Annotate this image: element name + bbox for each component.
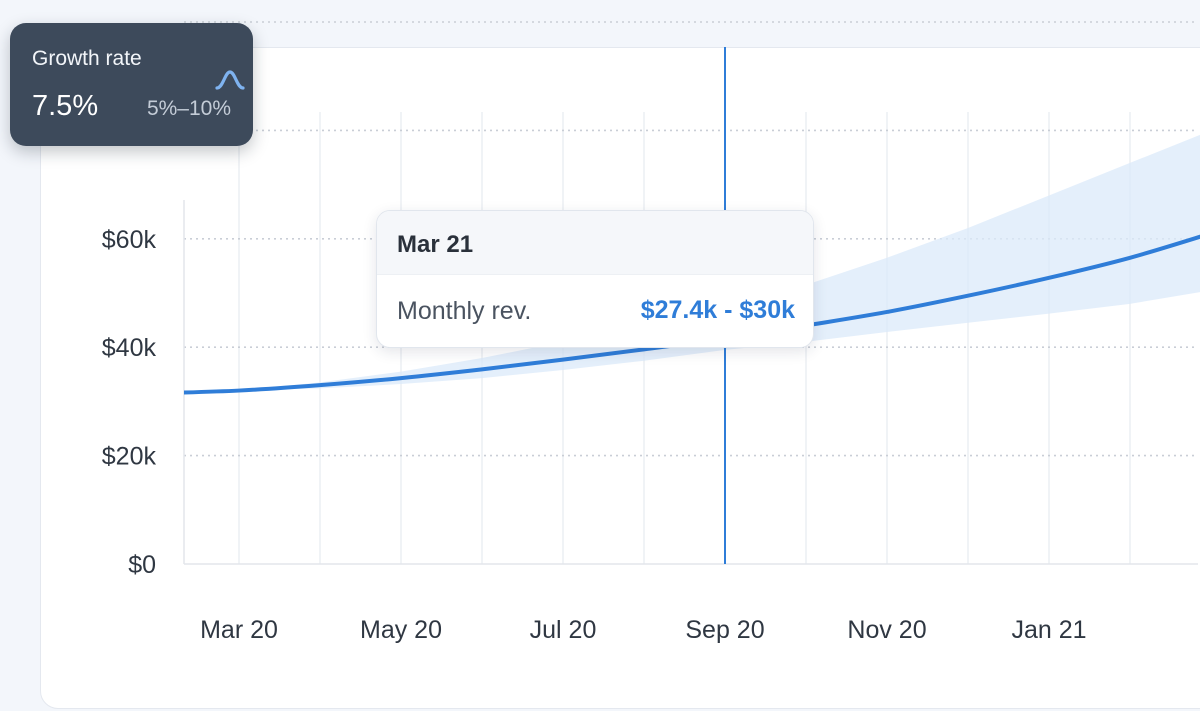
y-tick-label: $60k (102, 226, 157, 254)
chart-card (40, 47, 1200, 709)
tooltip-header (377, 211, 813, 275)
growth-rate-range: 5%–10% (146, 97, 231, 120)
normal-distribution-icon (215, 70, 245, 90)
y-tick-label: $0 (128, 551, 156, 579)
tooltip-value: $27.4k - $30k (640, 296, 795, 324)
x-axis: Mar 20 May 20 Jul 20 Sep 20 Nov 20 Jan 21 (200, 616, 1086, 644)
y-tick-label: $40k (102, 334, 157, 362)
x-tick-label: Jan 21 (1011, 616, 1086, 644)
x-tick-label: Nov 20 (847, 616, 926, 644)
tooltip-date: Mar 21 (397, 231, 474, 258)
growth-rate-title: Growth rate (32, 47, 142, 70)
y-axis: $0$20k$40k$60k$80k (102, 117, 157, 579)
x-tick-label: May 20 (360, 616, 442, 644)
x-tick-label: Jul 20 (530, 616, 597, 644)
x-tick-label: Mar 20 (200, 616, 278, 644)
tooltip-label: Monthly rev. (397, 297, 532, 325)
growth-rate-card[interactable]: Growth rate 7.5% 5%–10% (10, 23, 253, 146)
x-tick-label: Sep 20 (685, 616, 764, 644)
y-tick-label: $20k (102, 443, 157, 471)
growth-rate-value: 7.5% (32, 90, 99, 122)
chart-tooltip: Mar 21 Monthly rev. $27.4k - $30k (376, 210, 814, 348)
